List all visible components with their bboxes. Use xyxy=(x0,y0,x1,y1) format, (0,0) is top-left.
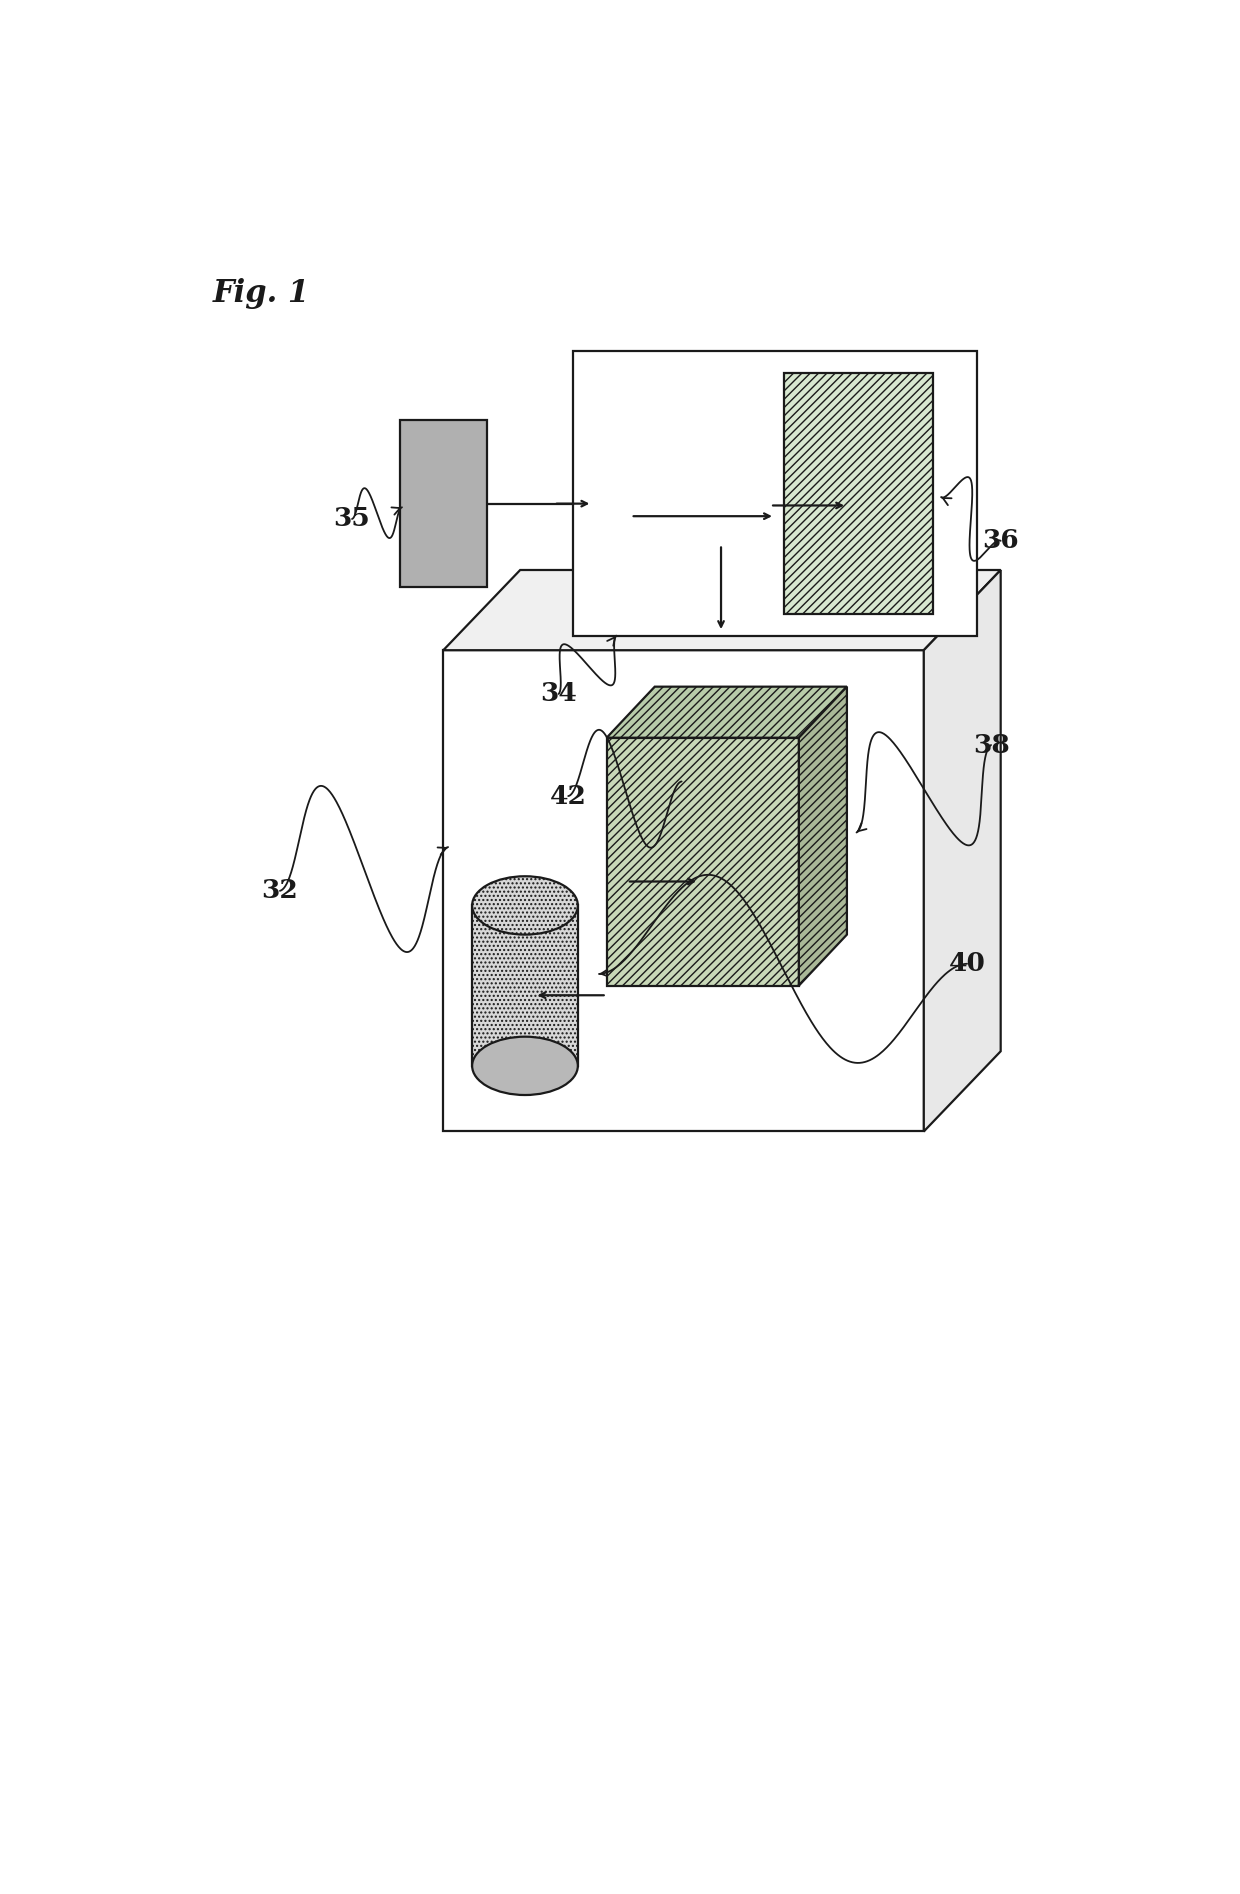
Bar xyxy=(573,350,977,636)
Text: 42: 42 xyxy=(549,784,587,809)
Polygon shape xyxy=(799,688,847,985)
Polygon shape xyxy=(924,570,1001,1131)
Polygon shape xyxy=(606,688,847,737)
Polygon shape xyxy=(444,570,1001,650)
Polygon shape xyxy=(472,905,578,1066)
Text: 40: 40 xyxy=(949,951,986,975)
Text: 34: 34 xyxy=(541,682,577,706)
Polygon shape xyxy=(444,650,924,1131)
Bar xyxy=(678,585,717,629)
Polygon shape xyxy=(606,737,799,985)
Text: 38: 38 xyxy=(972,733,1009,758)
Text: 36: 36 xyxy=(982,528,1019,553)
Ellipse shape xyxy=(472,1036,578,1095)
Text: 35: 35 xyxy=(334,506,371,532)
Ellipse shape xyxy=(472,877,578,934)
Bar xyxy=(401,420,486,587)
Text: Fig. 1: Fig. 1 xyxy=(213,278,310,309)
Bar xyxy=(785,373,934,614)
Text: 32: 32 xyxy=(262,879,299,903)
